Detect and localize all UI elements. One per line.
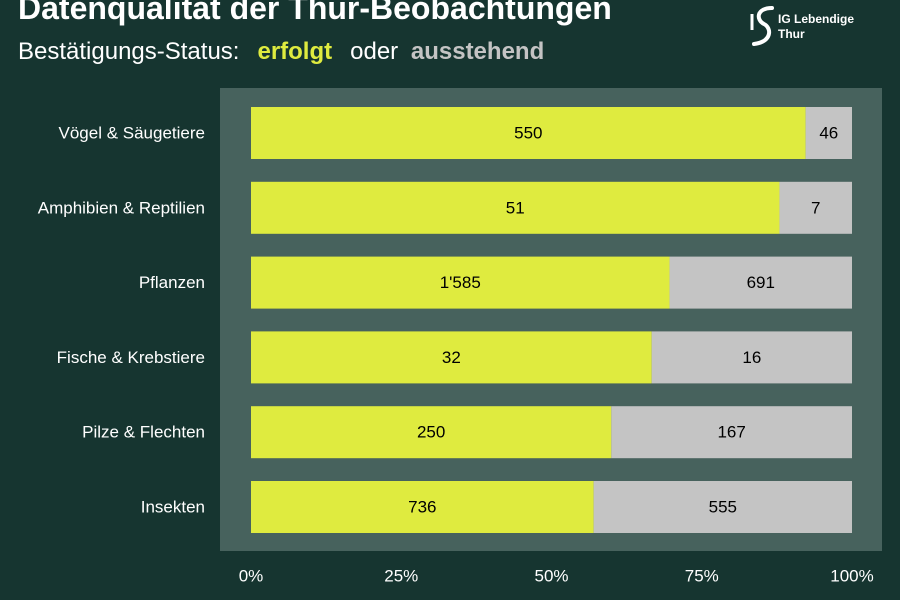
bar-confirmed: [251, 481, 594, 533]
bar-confirmed: [251, 331, 652, 384]
x-tick-label: 50%: [534, 567, 568, 586]
data-label-confirmed: 250: [417, 423, 445, 442]
category-label: Pflanzen: [139, 273, 205, 292]
logo-line-1: IG Lebendige: [778, 12, 855, 26]
category-label: Insekten: [141, 498, 205, 517]
data-label-confirmed: 32: [442, 348, 461, 367]
bar-pending: [611, 406, 852, 459]
bar-pending: [779, 181, 852, 234]
category-label: Amphibien & Reptilien: [38, 198, 205, 217]
chart-subtitle: Bestätigungs-Status: erfolgt oder ausstehe…: [18, 38, 544, 66]
category-label: Fische & Krebstiere: [57, 348, 205, 367]
x-tick-label: 25%: [384, 567, 418, 586]
bar-confirmed: [251, 406, 612, 459]
data-label-confirmed: 550: [514, 124, 542, 143]
logo-text: IG Lebendige Thur: [778, 12, 854, 42]
thur-river-logo-icon: [750, 6, 774, 46]
category-label: Vögel & Säugetiere: [59, 124, 206, 143]
data-label-pending: 46: [819, 124, 838, 143]
x-tick-label: 100%: [830, 567, 873, 586]
x-tick-label: 75%: [685, 567, 719, 586]
data-label-pending: 555: [709, 498, 737, 517]
legend-confirmed: erfolgt: [257, 38, 333, 65]
category-label: Pilze & Flechten: [82, 423, 205, 442]
data-label-pending: 7: [811, 198, 820, 217]
bar-pending: [669, 256, 852, 309]
data-label-pending: 16: [742, 348, 761, 367]
logo: IG Lebendige Thur: [750, 4, 890, 52]
bar-confirmed: [251, 256, 670, 309]
subtitle-middle: oder: [350, 38, 399, 65]
data-label-pending: 691: [747, 273, 775, 292]
subtitle-prefix: Bestätigungs-Status:: [18, 38, 240, 65]
legend-pending: ausstehend: [410, 38, 545, 65]
data-label-confirmed: 736: [408, 498, 436, 517]
bar-confirmed: [251, 181, 780, 234]
bar-pending: [651, 331, 852, 384]
x-tick-label: 0%: [239, 567, 264, 586]
bar-pending: [593, 481, 852, 533]
bar-confirmed: [251, 107, 806, 159]
bar-pending: [805, 107, 852, 159]
data-label-confirmed: 51: [506, 198, 525, 217]
chart-title: Datenqualität der Thur-Beobachtungen: [18, 0, 612, 26]
data-label-pending: 167: [717, 423, 745, 442]
plot-area: [220, 88, 882, 551]
data-label-confirmed: 1'585: [440, 273, 481, 292]
logo-line-2: Thur: [778, 27, 805, 41]
